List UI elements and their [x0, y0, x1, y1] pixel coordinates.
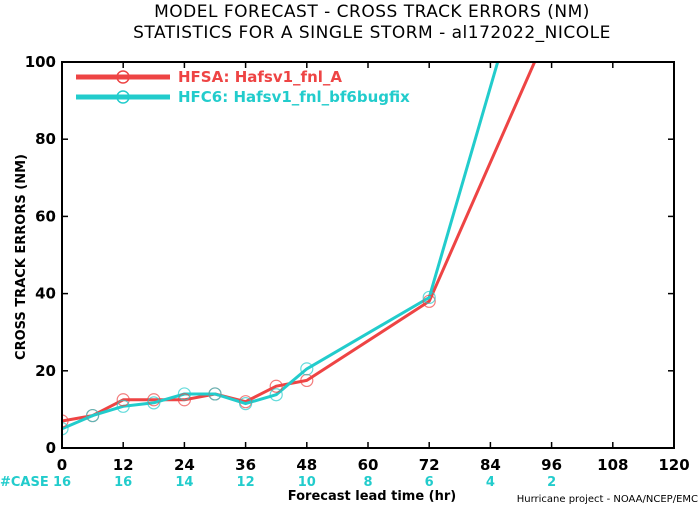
x-tick-label: 72: [419, 456, 440, 474]
case-count: 2: [547, 475, 556, 490]
data-point: [422, 294, 436, 308]
legend: HFSA: Hafsv1_fnl_A HFC6: Hafsv1_fnl_bf6b…: [76, 68, 410, 106]
y-tick-label: 100: [25, 53, 56, 71]
data-point: [62, 414, 69, 428]
data-point: [85, 408, 100, 423]
y-tick-label: 0: [46, 439, 56, 457]
y-tick-label: 60: [35, 207, 56, 225]
case-count: 16: [53, 475, 71, 490]
x-tick-label: 36: [235, 456, 256, 474]
x-tick-label: 48: [296, 456, 317, 474]
y-tick-label: 40: [35, 285, 56, 303]
legend-label-hfc6: HFC6: Hafsv1_fnl_bf6bugfix: [178, 88, 410, 106]
data-point: [269, 379, 283, 393]
y-axis-label: CROSS TRACK ERRORS (NM): [14, 154, 29, 360]
data-point: [62, 422, 69, 436]
case-count: 8: [363, 475, 372, 490]
chart-subtitle: STATISTICS FOR A SINGLE STORM - al172022…: [133, 23, 611, 43]
legend-marker-hfsa: [116, 70, 130, 84]
data-point: [300, 362, 314, 376]
y-tick-label: 20: [35, 362, 56, 380]
case-count: 4: [486, 475, 495, 490]
x-tick-label: 0: [57, 456, 67, 474]
x-tick-label: 96: [541, 456, 562, 474]
case-count: 12: [237, 475, 255, 490]
case-count: 16: [114, 475, 132, 490]
data-point: [239, 397, 253, 411]
data-point: [177, 387, 191, 401]
x-tick-label: 24: [174, 456, 195, 474]
y-tick-label: 80: [35, 130, 56, 148]
case-count: 10: [298, 475, 316, 490]
case-label: #CASE: [0, 475, 49, 490]
data-point: [147, 396, 161, 410]
x-tick-label: 60: [358, 456, 379, 474]
data-point: [147, 393, 161, 407]
x-tick-label: 120: [658, 456, 689, 474]
data-point: [208, 387, 222, 401]
data-point: [116, 399, 130, 413]
case-count: 6: [425, 475, 434, 490]
legend-label-hfsa: HFSA: Hafsv1_fnl_A: [178, 68, 342, 86]
plot-frame: [61, 61, 675, 449]
data-point: [177, 393, 191, 407]
x-tick-label: 108: [597, 456, 628, 474]
data-point: [422, 290, 436, 305]
data-point: [116, 393, 130, 407]
legend-marker-hfc6: [116, 90, 130, 104]
chart-title: MODEL FORECAST - CROSS TRACK ERRORS (NM): [154, 2, 590, 22]
x-tick-label: 84: [480, 456, 501, 474]
credit-text: Hurricane project - NOAA/NCEP/EMC: [517, 494, 698, 505]
series-line: [62, 62, 500, 431]
data-point: [269, 388, 283, 402]
x-axis-label: Forecast lead time (hr): [288, 489, 456, 504]
case-count: 14: [175, 475, 193, 490]
x-tick-label: 12: [113, 456, 134, 474]
